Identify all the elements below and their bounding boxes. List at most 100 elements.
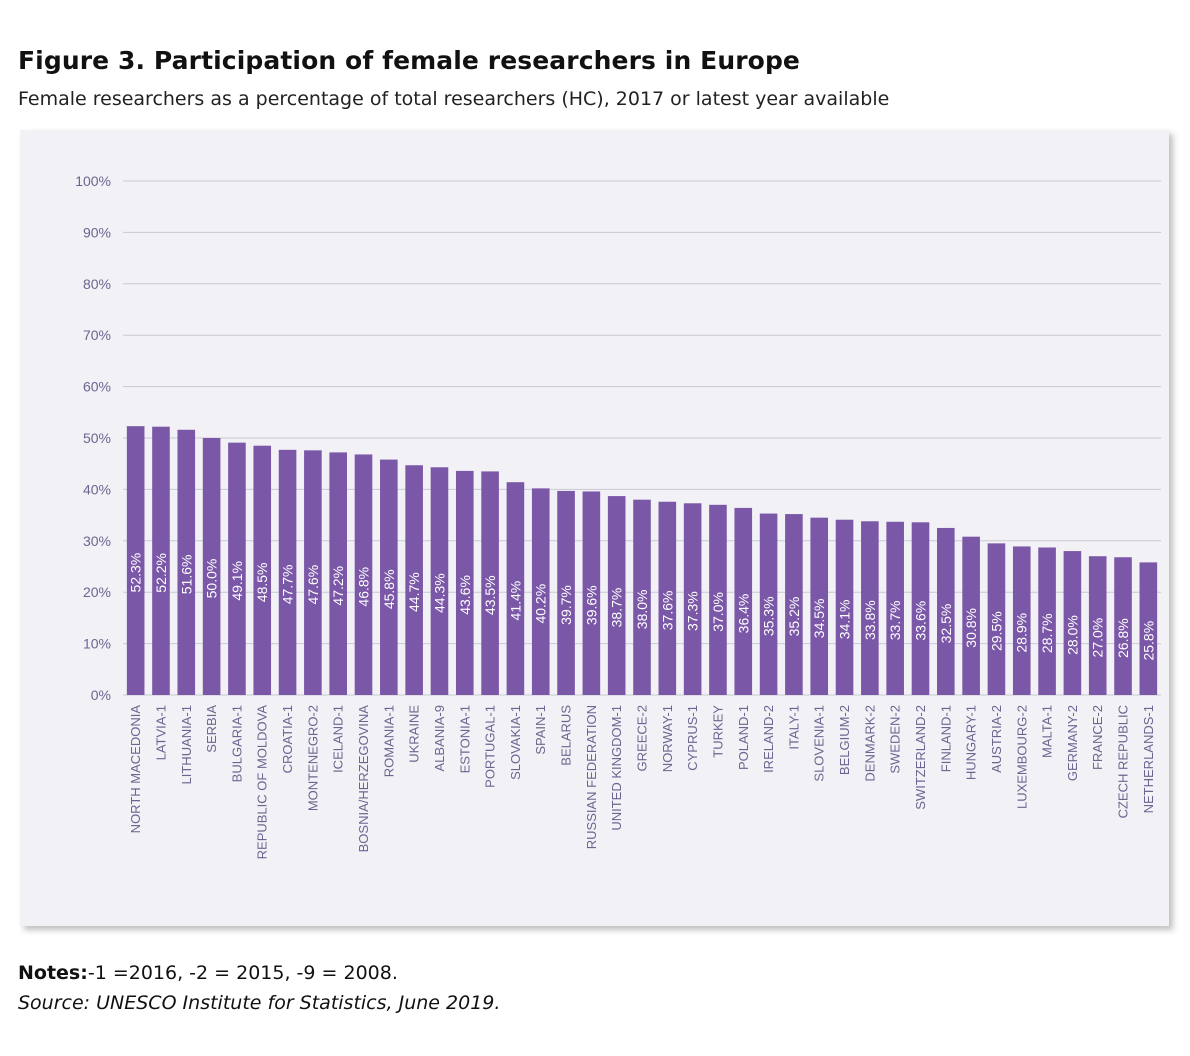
- bar: [430, 467, 449, 695]
- x-tick-label: LATVIA-1: [153, 705, 168, 760]
- data-label: 30.8%: [963, 608, 979, 648]
- bar: [911, 522, 930, 695]
- notes-label: Notes:: [18, 962, 88, 984]
- bar: [1139, 562, 1158, 695]
- bar: [987, 543, 1006, 695]
- notes: Notes:-1 =2016, -2 = 2015, -9 = 2008.: [18, 962, 398, 984]
- x-tick-label: GERMANY-2: [1065, 705, 1080, 781]
- data-label: 35.2%: [786, 597, 802, 637]
- bar: [1088, 556, 1107, 695]
- bar: [202, 438, 221, 695]
- data-label: 33.8%: [862, 600, 878, 640]
- x-tick-label: SPAIN-1: [533, 705, 548, 755]
- bar: [531, 488, 550, 695]
- bar: [759, 513, 778, 695]
- y-tick-label: 0%: [91, 687, 111, 703]
- notes-text: -1 =2016, -2 = 2015, -9 = 2008.: [87, 962, 398, 984]
- data-label: 47.6%: [305, 565, 321, 605]
- bar: [126, 426, 145, 695]
- bar: [810, 517, 829, 695]
- x-tick-label: POLAND-1: [736, 705, 751, 770]
- bar: [683, 503, 702, 695]
- data-label: 52.2%: [153, 553, 169, 593]
- x-tick-label: UNITED KINGDOM-1: [609, 705, 624, 831]
- data-label: 29.5%: [988, 611, 1004, 651]
- figure-subtitle: Female researchers as a percentage of to…: [18, 88, 890, 110]
- x-tick-label: BELGIUM-2: [837, 705, 852, 775]
- x-tick-label: GREECE-2: [635, 705, 650, 771]
- bar: [380, 459, 398, 695]
- x-tick-label: MONTENEGRO-2: [305, 705, 320, 811]
- data-label: 41.4%: [507, 581, 523, 621]
- y-tick-label: 30%: [83, 533, 111, 549]
- data-label: 52.3%: [128, 553, 144, 593]
- data-label: 47.7%: [280, 565, 296, 605]
- x-tick-label: IRELAND-2: [761, 705, 776, 773]
- bar: [506, 482, 525, 695]
- bar: [278, 449, 297, 695]
- bar: [734, 507, 753, 695]
- data-label: 26.8%: [1115, 618, 1131, 658]
- x-tick-label: SERBIA: [204, 705, 219, 753]
- data-label: 27.0%: [1090, 618, 1106, 658]
- data-label: 39.7%: [558, 585, 574, 625]
- bar: [607, 496, 626, 695]
- y-tick-label: 40%: [83, 481, 111, 497]
- x-tick-label: SLOVENIA-1: [812, 705, 827, 782]
- data-label: 49.1%: [229, 561, 245, 601]
- data-label: 38.7%: [609, 588, 625, 628]
- x-tick-label: CROATIA-1: [280, 705, 295, 773]
- data-label: 33.7%: [887, 601, 903, 641]
- data-label: 34.5%: [811, 598, 827, 638]
- data-label: 47.2%: [330, 566, 346, 606]
- y-tick-label: 80%: [83, 276, 111, 292]
- x-tick-label: PORTUGAL-1: [483, 705, 498, 788]
- y-tick-label: 100%: [75, 173, 111, 189]
- x-tick-label: BOSNIA/HERZEGOVINA: [356, 705, 371, 853]
- y-tick-label: 70%: [83, 327, 111, 343]
- bar: [253, 445, 272, 695]
- data-label: 34.1%: [837, 600, 853, 640]
- figure-title: Figure 3. Participation of female resear…: [18, 46, 800, 75]
- data-label: 43.5%: [482, 575, 498, 615]
- x-tick-label: TURKEY: [710, 705, 725, 758]
- bar: [177, 429, 196, 695]
- x-tick-label: RUSSIAN FEDERATION: [584, 705, 599, 849]
- x-tick-label: FINLAND-1: [938, 705, 953, 772]
- data-label: 35.3%: [761, 596, 777, 636]
- x-tick-label: ROMANIA-1: [381, 705, 396, 777]
- x-tick-label: MALTA-1: [1040, 705, 1055, 758]
- bar: [557, 490, 575, 695]
- bar: [709, 504, 727, 695]
- x-tick-label: AUSTRIA-2: [989, 705, 1004, 773]
- y-tick-label: 10%: [83, 636, 111, 652]
- bar: [228, 442, 246, 695]
- x-tick-label: ITALY-1: [786, 705, 801, 750]
- data-label: 51.6%: [178, 555, 194, 595]
- y-tick-label: 20%: [83, 584, 111, 600]
- bar: [329, 452, 347, 695]
- bar: [937, 527, 955, 695]
- x-tick-label: DENMARK-2: [862, 705, 877, 782]
- data-label: 38.0%: [634, 589, 650, 629]
- data-label: 44.3%: [431, 573, 447, 613]
- bar-chart: 0% 10% 20% 30% 40% 50% 60% 70% 80% 90% 100% 52.3% NO…: [75, 173, 1161, 860]
- x-tick-label: REPUBLIC OF MOLDOVA: [255, 705, 270, 860]
- source-note: Source: UNESCO Institute for Statistics,…: [18, 992, 501, 1014]
- bar: [1038, 547, 1056, 695]
- x-tick-label: LUXEMBOURG-2: [1014, 705, 1029, 809]
- data-label: 32.5%: [938, 604, 954, 644]
- bar: [405, 465, 423, 695]
- data-label: 28.9%: [1014, 613, 1030, 653]
- y-tick-label: 60%: [83, 379, 111, 395]
- data-label: 28.0%: [1064, 615, 1080, 655]
- x-tick-label: SWITZERLAND-2: [913, 705, 928, 810]
- chart-panel: 0% 10% 20% 30% 40% 50% 60% 70% 80% 90% 100% 52.3% NO…: [20, 130, 1169, 926]
- y-tick-label: 90%: [83, 224, 111, 240]
- data-label: 45.8%: [381, 569, 397, 609]
- data-label: 28.7%: [1039, 613, 1055, 653]
- bar: [455, 470, 474, 695]
- x-tick-label: HUNGARY-1: [964, 705, 979, 780]
- bar: [354, 454, 373, 695]
- x-tick-label: NORWAY-1: [660, 705, 675, 772]
